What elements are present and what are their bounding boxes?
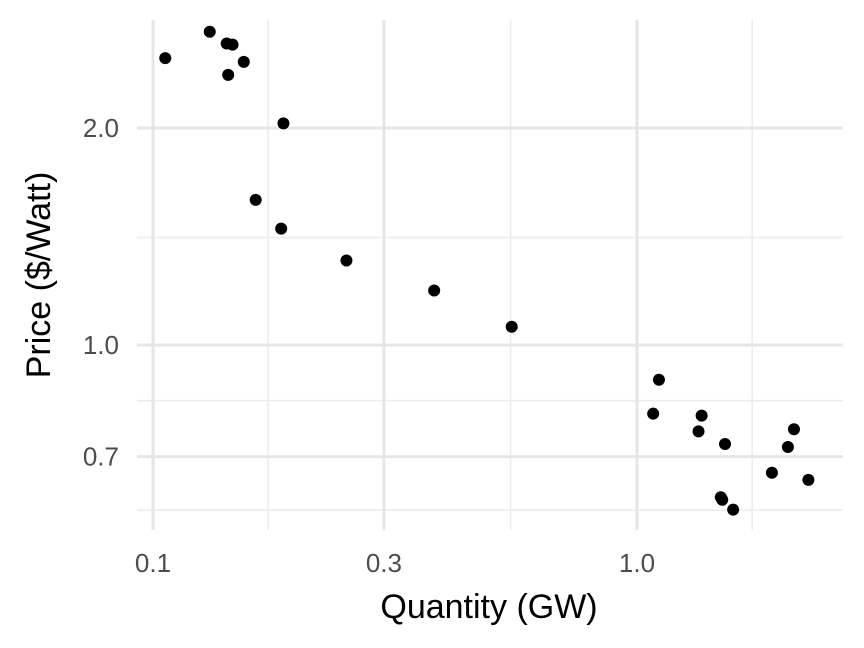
data-point: [159, 52, 172, 65]
y-tick-label: 0.7: [83, 442, 119, 472]
grid-lines: [137, 20, 843, 530]
data-point: [340, 254, 353, 267]
data-point: [203, 25, 216, 38]
data-point: [222, 68, 235, 81]
data-point: [727, 503, 740, 516]
data-point: [781, 440, 794, 453]
x-tick-label: 0.1: [135, 548, 171, 578]
data-point: [716, 493, 729, 506]
data-point: [692, 425, 705, 438]
data-point: [765, 466, 778, 479]
data-point: [647, 407, 660, 420]
data-point: [802, 473, 815, 486]
data-point: [505, 320, 518, 333]
data-point: [695, 409, 708, 422]
y-axis-ticks: 0.7 1.0 2.0: [83, 113, 119, 472]
x-axis-title: Quantity (GW): [380, 588, 597, 626]
data-point: [428, 284, 441, 297]
y-axis-title: Price ($/Watt): [20, 172, 58, 379]
y-tick-label: 2.0: [83, 113, 119, 143]
data-point: [652, 373, 665, 386]
data-point: [249, 193, 262, 206]
y-tick-label: 1.0: [83, 330, 119, 360]
x-tick-label: 0.3: [366, 548, 402, 578]
data-point: [277, 117, 290, 130]
x-tick-label: 1.0: [619, 548, 655, 578]
x-axis-ticks: 0.1 0.3 1.0: [135, 548, 655, 578]
data-point: [787, 423, 800, 436]
data-point: [275, 222, 288, 235]
data-point: [237, 55, 250, 68]
data-point: [226, 38, 239, 51]
data-point: [719, 437, 732, 450]
data-points: [159, 25, 815, 516]
